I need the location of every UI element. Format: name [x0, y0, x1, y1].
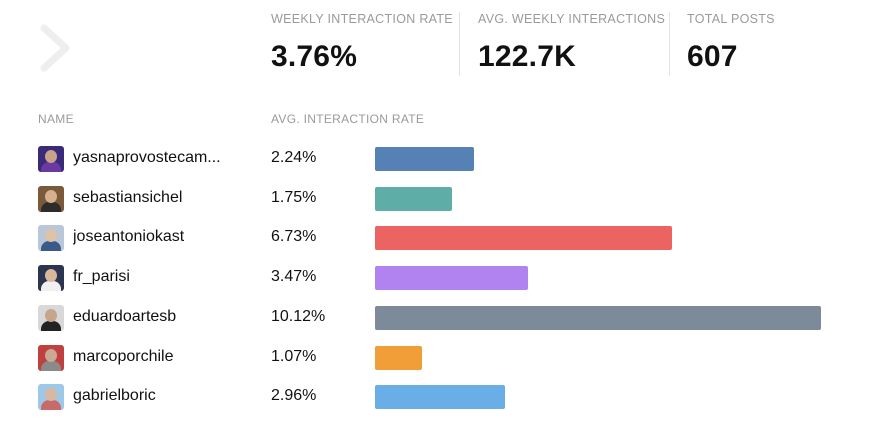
interaction-rate-bar — [375, 385, 505, 410]
interaction-rate-bar — [375, 226, 672, 251]
table-row[interactable]: sebastiansichel 1.75% — [0, 184, 874, 214]
interaction-rate-bar — [375, 345, 422, 370]
avatar — [38, 265, 64, 292]
interaction-rate-value: 2.24% — [271, 149, 317, 166]
interaction-rate-value: 3.47% — [271, 268, 317, 286]
account-handle[interactable]: eduardoartesb — [73, 307, 177, 325]
account-handle[interactable]: sebastiansichel — [73, 188, 183, 206]
stat-total-posts: TOTAL POSTS 607 — [687, 12, 775, 78]
stat-avg-weekly-interactions: AVG. WEEKLY INTERACTIONS 122.7K — [478, 12, 665, 78]
table-row[interactable]: marcoporchile 1.07% — [0, 343, 874, 373]
account-handle[interactable]: gabrielboric — [73, 387, 156, 405]
account-handle[interactable]: joseantoniokast — [73, 228, 185, 246]
account-handle[interactable]: marcoporchile — [73, 347, 174, 365]
stat-value: 122.7K — [478, 40, 576, 73]
table-row[interactable]: yasnaprovostecam... 2.24% — [0, 144, 874, 174]
table-row[interactable]: fr_parisi 3.47% — [0, 263, 874, 293]
interaction-rate-value: 10.12% — [271, 307, 326, 325]
stat-divider — [459, 12, 460, 76]
stat-weekly-interaction-rate: WEEKLY INTERACTION RATE 3.76% — [271, 12, 453, 78]
avatar — [38, 344, 64, 371]
stat-label: AVG. WEEKLY INTERACTIONS — [478, 12, 666, 26]
stat-value: 3.76% — [271, 40, 358, 73]
avatar — [38, 185, 64, 212]
table-row[interactable]: gabrielboric 2.96% — [0, 382, 874, 412]
interaction-rate-bar — [375, 305, 821, 330]
stat-divider — [669, 12, 670, 76]
interaction-rate-value: 2.96% — [271, 387, 317, 405]
chevron-right-icon[interactable] — [36, 24, 76, 72]
interaction-rate-bar — [375, 147, 474, 171]
column-header-rate: AVG. INTERACTION RATE — [271, 112, 425, 126]
avatar — [38, 304, 64, 331]
avatar — [38, 225, 64, 252]
interaction-rate-bar — [375, 186, 452, 211]
table-row[interactable]: eduardoartesb 10.12% — [0, 303, 874, 333]
avatar — [38, 146, 64, 172]
stat-label: TOTAL POSTS — [687, 12, 775, 26]
interaction-rate-bar — [375, 266, 528, 291]
table-row[interactable]: joseantoniokast 6.73% — [0, 223, 874, 253]
account-handle[interactable]: fr_parisi — [73, 268, 130, 286]
avatar — [38, 384, 64, 411]
stat-label: WEEKLY INTERACTION RATE — [271, 12, 453, 26]
column-header-name: NAME — [38, 112, 74, 126]
interaction-rate-value: 1.07% — [271, 347, 317, 365]
stat-value: 607 — [687, 40, 738, 73]
account-handle[interactable]: yasnaprovostecam... — [73, 149, 221, 166]
interaction-rate-value: 1.75% — [271, 188, 317, 206]
interaction-rate-value: 6.73% — [271, 228, 317, 246]
